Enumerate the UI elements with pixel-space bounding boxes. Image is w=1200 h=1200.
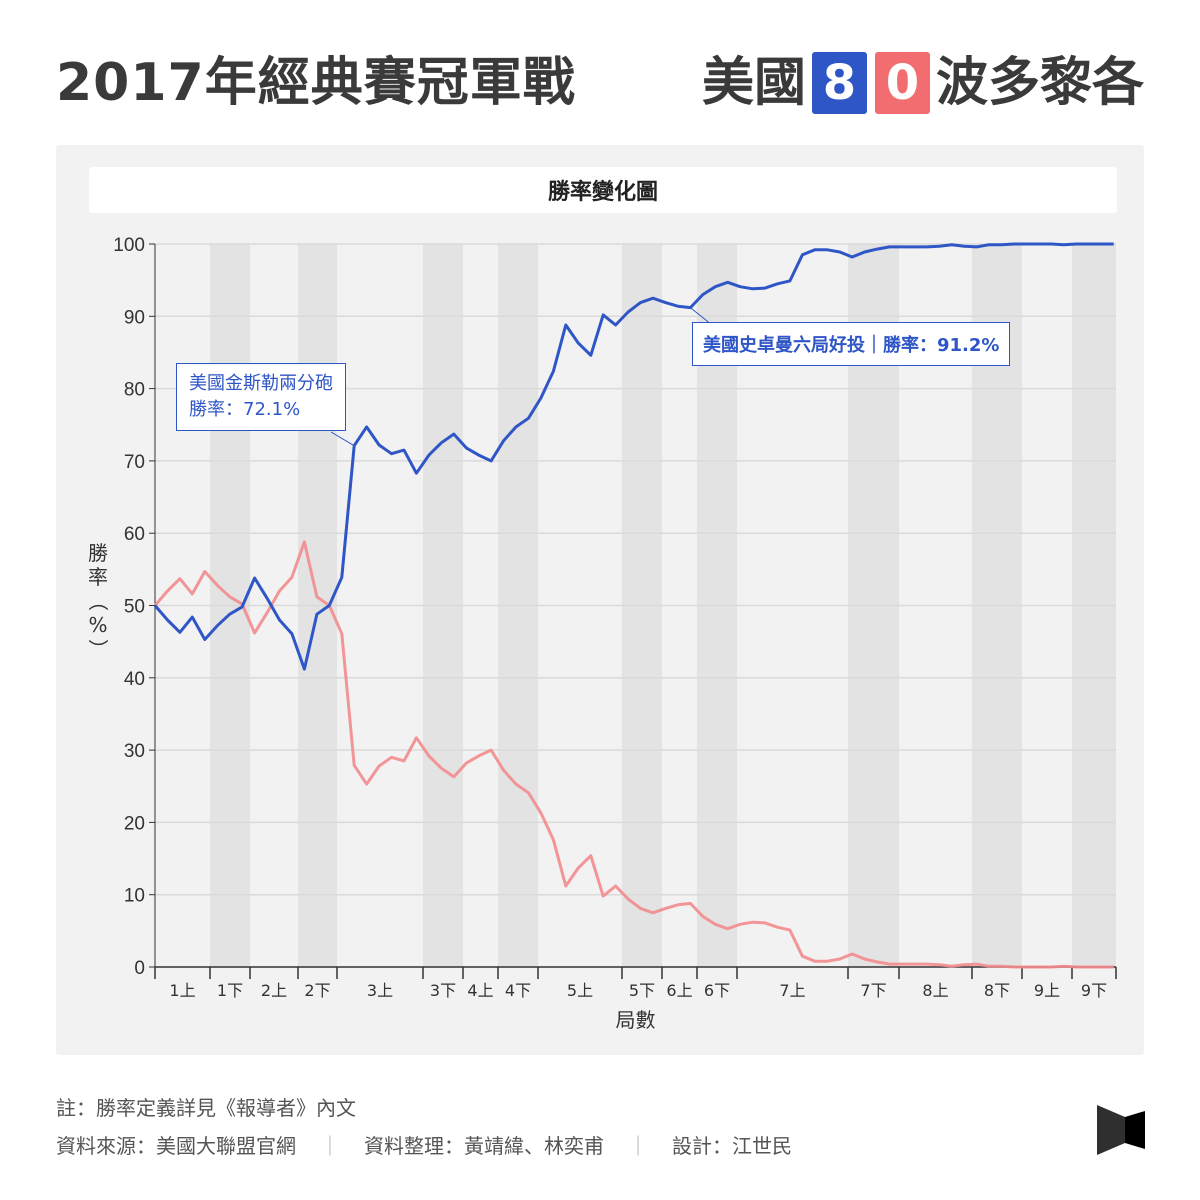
svg-text:20: 20 xyxy=(124,813,145,834)
separator: ｜ xyxy=(628,1134,648,1158)
svg-text:0: 0 xyxy=(134,958,145,979)
home-team: 美國 xyxy=(701,53,806,113)
svg-text:3下: 3下 xyxy=(430,981,456,1000)
win-probability-chart: 0 10 20 30 40 50 60 70 80 90 100 1上 1下 2上 2下 3上 3下 4上 4下 5上… xyxy=(113,235,1117,1032)
svg-text:90: 90 xyxy=(124,307,145,328)
credits: 資料來源：美國大聯盟官網 ｜ 資料整理：黃靖緯、林奕甫 ｜ 設計：江世民 xyxy=(56,1130,792,1159)
svg-text:8上: 8上 xyxy=(922,981,948,1000)
chart-panel: 勝率變化圖 0 10 20 30 40 50 60 70 80 90 100 1上 1下 2上 2下 3上 3下… xyxy=(56,145,1144,1055)
annotation-stroman-pitching: 美國史卓曼六局好投｜勝率：91.2% xyxy=(692,322,1011,366)
svg-text:6下: 6下 xyxy=(704,981,730,1000)
score-header: 美國 8 0 波多黎各 xyxy=(702,50,1144,116)
svg-text:6上: 6上 xyxy=(666,981,692,1000)
svg-text:30: 30 xyxy=(124,741,145,762)
svg-text:10: 10 xyxy=(124,886,145,907)
svg-text:1下: 1下 xyxy=(217,981,243,1000)
annotation-kinsler-homer: 美國金斯勒兩分砲 勝率：72.1% xyxy=(176,363,346,431)
separator: ｜ xyxy=(320,1134,340,1158)
svg-text:5上: 5上 xyxy=(567,981,593,1000)
svg-text:3上: 3上 xyxy=(367,981,393,1000)
page-title: 2017年經典賽冠軍戰 xyxy=(56,53,576,113)
svg-text:局數: 局數 xyxy=(616,1008,656,1032)
svg-text:100: 100 xyxy=(113,235,145,256)
away-team: 波多黎各 xyxy=(935,53,1144,113)
svg-text:4上: 4上 xyxy=(467,981,493,1000)
svg-text:80: 80 xyxy=(124,380,145,401)
svg-text:5下: 5下 xyxy=(629,981,655,1000)
svg-text:9下: 9下 xyxy=(1081,981,1107,1000)
svg-text:8下: 8下 xyxy=(984,981,1010,1000)
away-score-badge: 0 xyxy=(874,52,930,114)
the-reporter-logo-icon xyxy=(1097,1105,1145,1155)
svg-text:7上: 7上 xyxy=(779,981,805,1000)
svg-text:50: 50 xyxy=(124,597,145,618)
home-score-badge: 8 xyxy=(811,52,867,114)
svg-text:70: 70 xyxy=(124,452,145,473)
svg-text:2上: 2上 xyxy=(261,981,287,1000)
svg-text:60: 60 xyxy=(124,524,145,545)
source-credit: 資料來源：美國大聯盟官網 xyxy=(56,1134,296,1158)
svg-text:40: 40 xyxy=(124,669,145,690)
svg-text:7下: 7下 xyxy=(860,981,886,1000)
chart-title: 勝率變化圖 xyxy=(89,167,1117,213)
svg-text:9上: 9上 xyxy=(1034,981,1060,1000)
y-axis-label: 勝率（%） xyxy=(86,541,110,659)
svg-text:2下: 2下 xyxy=(304,981,330,1000)
svg-text:4下: 4下 xyxy=(505,981,531,1000)
footnote: 註：勝率定義詳見《報導者》內文 xyxy=(56,1096,356,1120)
compiled-credit: 資料整理：黃靖緯、林奕甫 xyxy=(364,1134,604,1158)
design-credit: 設計：江世民 xyxy=(672,1134,792,1158)
svg-text:1上: 1上 xyxy=(169,981,195,1000)
